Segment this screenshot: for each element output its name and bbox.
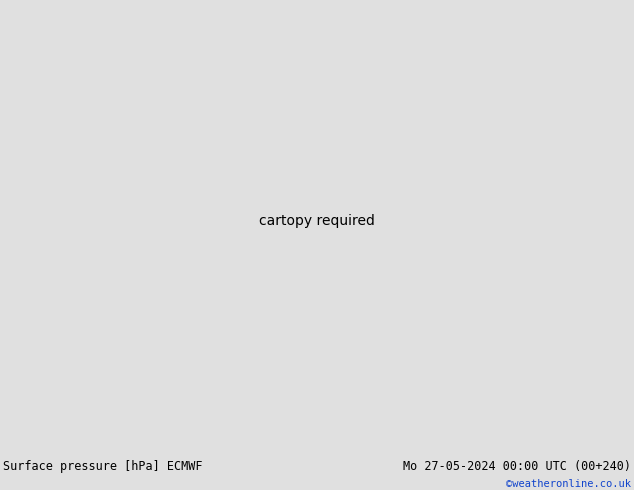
Text: Surface pressure [hPa] ECMWF: Surface pressure [hPa] ECMWF bbox=[3, 460, 203, 473]
Text: ©weatheronline.co.uk: ©weatheronline.co.uk bbox=[506, 479, 631, 489]
Text: cartopy required: cartopy required bbox=[259, 214, 375, 228]
Text: Mo 27-05-2024 00:00 UTC (00+240): Mo 27-05-2024 00:00 UTC (00+240) bbox=[403, 460, 631, 473]
